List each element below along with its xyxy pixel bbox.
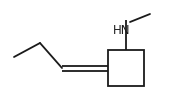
Text: HN: HN (113, 24, 130, 37)
Bar (108, 50, 144, 86)
